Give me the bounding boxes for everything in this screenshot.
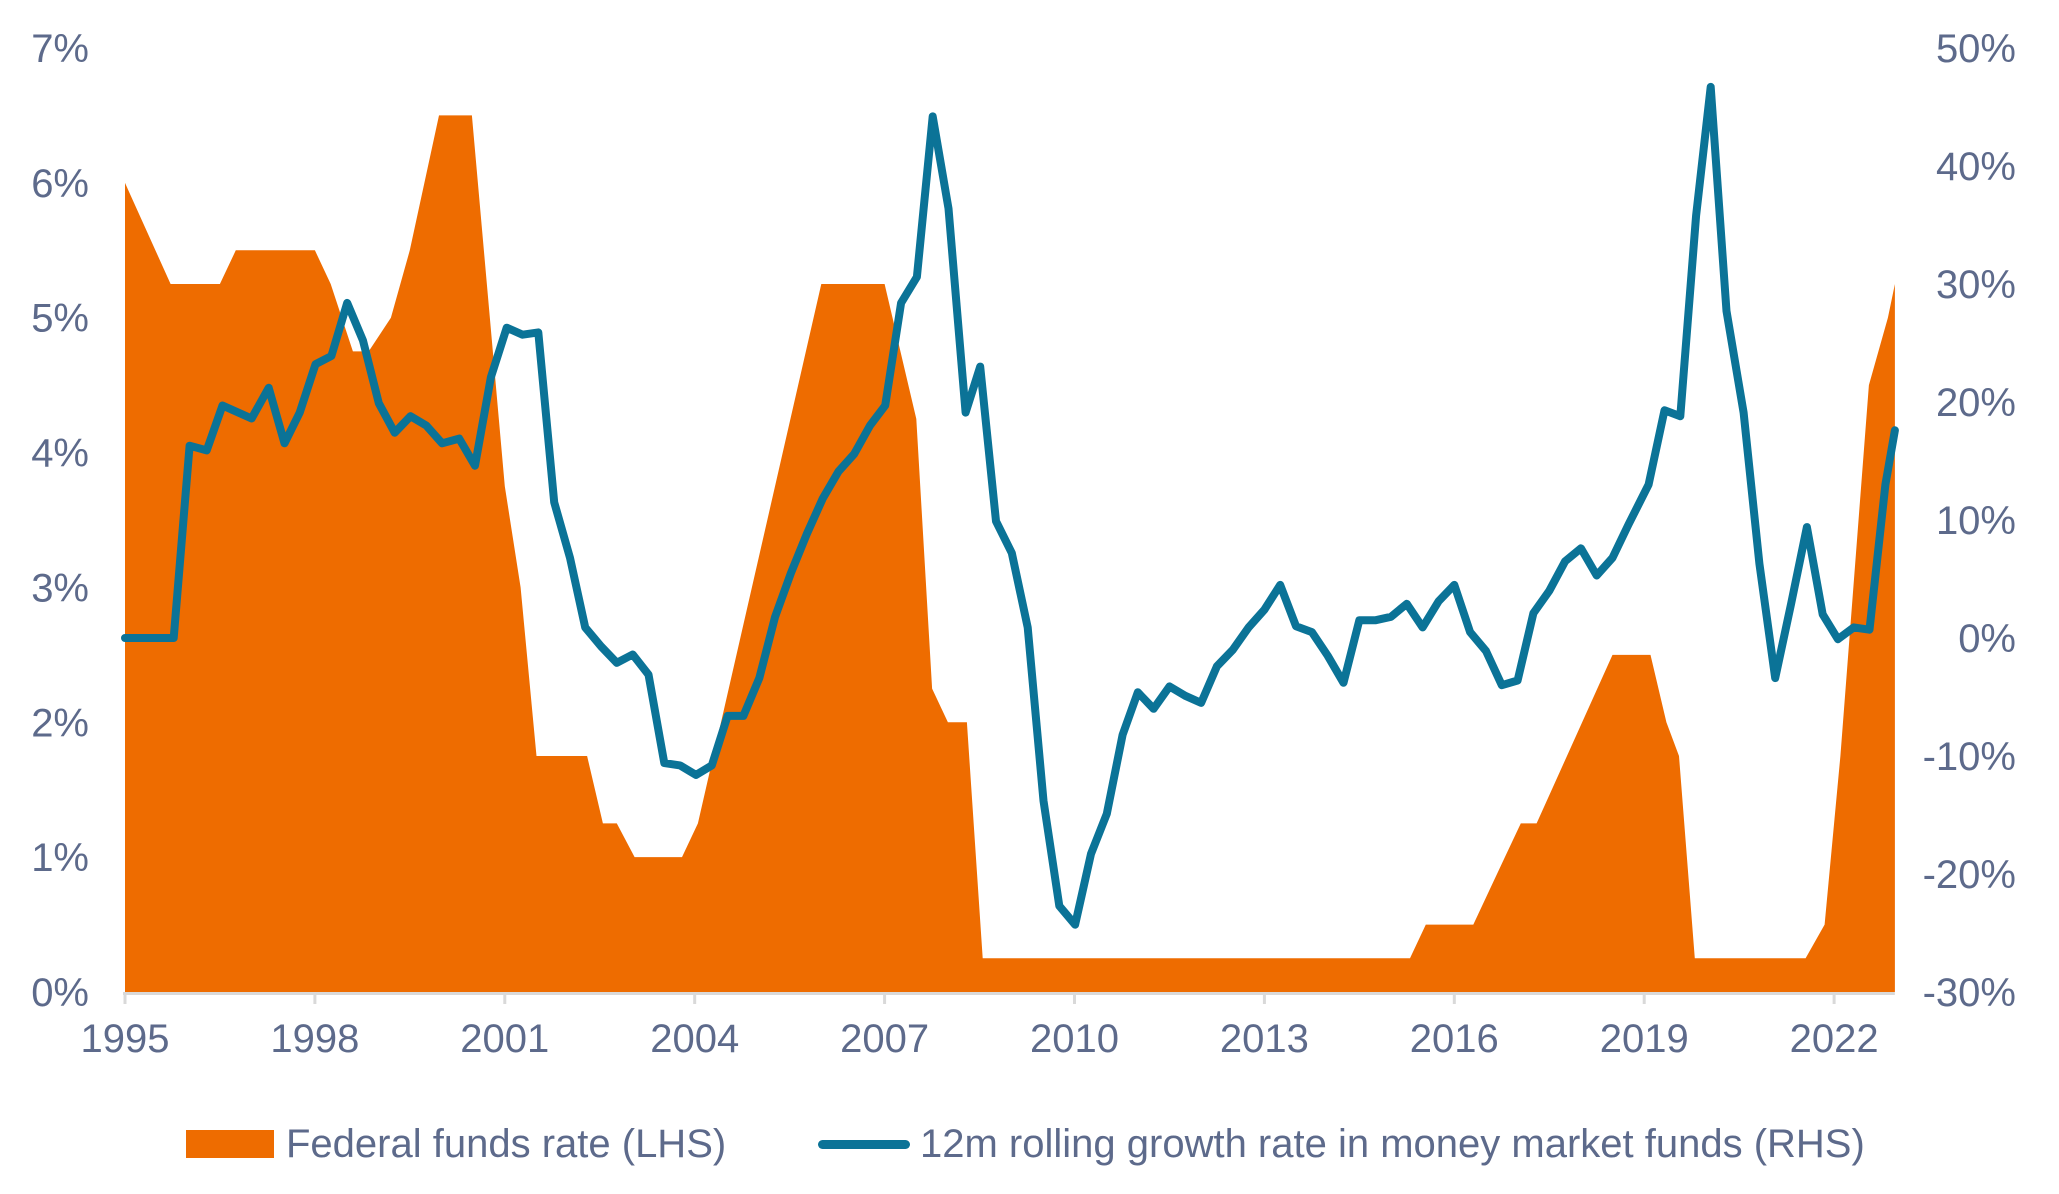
legend-label-fed-funds: Federal funds rate (LHS)	[286, 1121, 727, 1166]
x-axis	[123, 992, 1895, 1004]
fed-funds-area-layer	[125, 115, 1895, 992]
x-tick-label: 1995	[81, 1017, 170, 1061]
x-tick-label: 1998	[270, 1017, 359, 1061]
left-y-tick-label: 1%	[31, 836, 89, 880]
right-y-tick-label: 50%	[1936, 27, 2016, 71]
x-tick-label: 2016	[1410, 1017, 1499, 1061]
x-tick-label: 2022	[1790, 1017, 1879, 1061]
fed-funds-area	[125, 115, 1895, 992]
mmf-growth-line	[121, 82, 1899, 929]
x-axis-labels: 1995 1998 2001 2004 2007 2010 2013 2016 2019 2022	[81, 1017, 1879, 1061]
mmf-growth-line-layer	[121, 82, 1899, 929]
x-tick-label: 2004	[650, 1017, 739, 1061]
x-tick-label: 2007	[840, 1017, 929, 1061]
legend-label-mmf-growth: 12m rolling growth rate in money market …	[920, 1121, 1865, 1166]
left-y-tick-label: 7%	[31, 27, 89, 71]
right-y-tick-label: -10%	[1923, 735, 2016, 779]
left-y-tick-label: 2%	[31, 701, 89, 745]
legend-item-fed-funds: Federal funds rate (LHS)	[186, 1112, 726, 1176]
legend-item-mmf-growth: 12m rolling growth rate in money market …	[818, 1112, 1865, 1176]
left-y-tick-label: 6%	[31, 162, 89, 206]
left-y-tick-label: 3%	[31, 566, 89, 610]
right-y-axis-labels: -30% -20% -10% 0% 10% 20% 30% 40% 50%	[1923, 27, 2016, 1015]
right-y-tick-label: 40%	[1936, 145, 2016, 189]
x-tick-label: 2013	[1220, 1017, 1309, 1061]
left-y-tick-label: 4%	[31, 432, 89, 476]
right-y-tick-label: -30%	[1923, 971, 2016, 1015]
x-tick-label: 2001	[460, 1017, 549, 1061]
right-y-tick-label: 0%	[1958, 617, 2016, 661]
left-y-tick-label: 5%	[31, 297, 89, 341]
x-tick-label: 2019	[1600, 1017, 1689, 1061]
x-tick-label: 2010	[1030, 1017, 1119, 1061]
left-y-axis-labels: 0% 1% 2% 3% 4% 5% 6% 7%	[31, 27, 89, 1015]
legend-line-swatch	[818, 1139, 910, 1149]
right-y-tick-label: -20%	[1923, 853, 2016, 897]
right-y-tick-label: 20%	[1936, 381, 2016, 425]
legend: Federal funds rate (LHS) 12m rolling gro…	[0, 1112, 2059, 1176]
legend-area-swatch	[186, 1130, 274, 1158]
left-y-tick-label: 0%	[31, 971, 89, 1015]
right-y-tick-label: 30%	[1936, 263, 2016, 307]
right-y-tick-label: 10%	[1936, 499, 2016, 543]
